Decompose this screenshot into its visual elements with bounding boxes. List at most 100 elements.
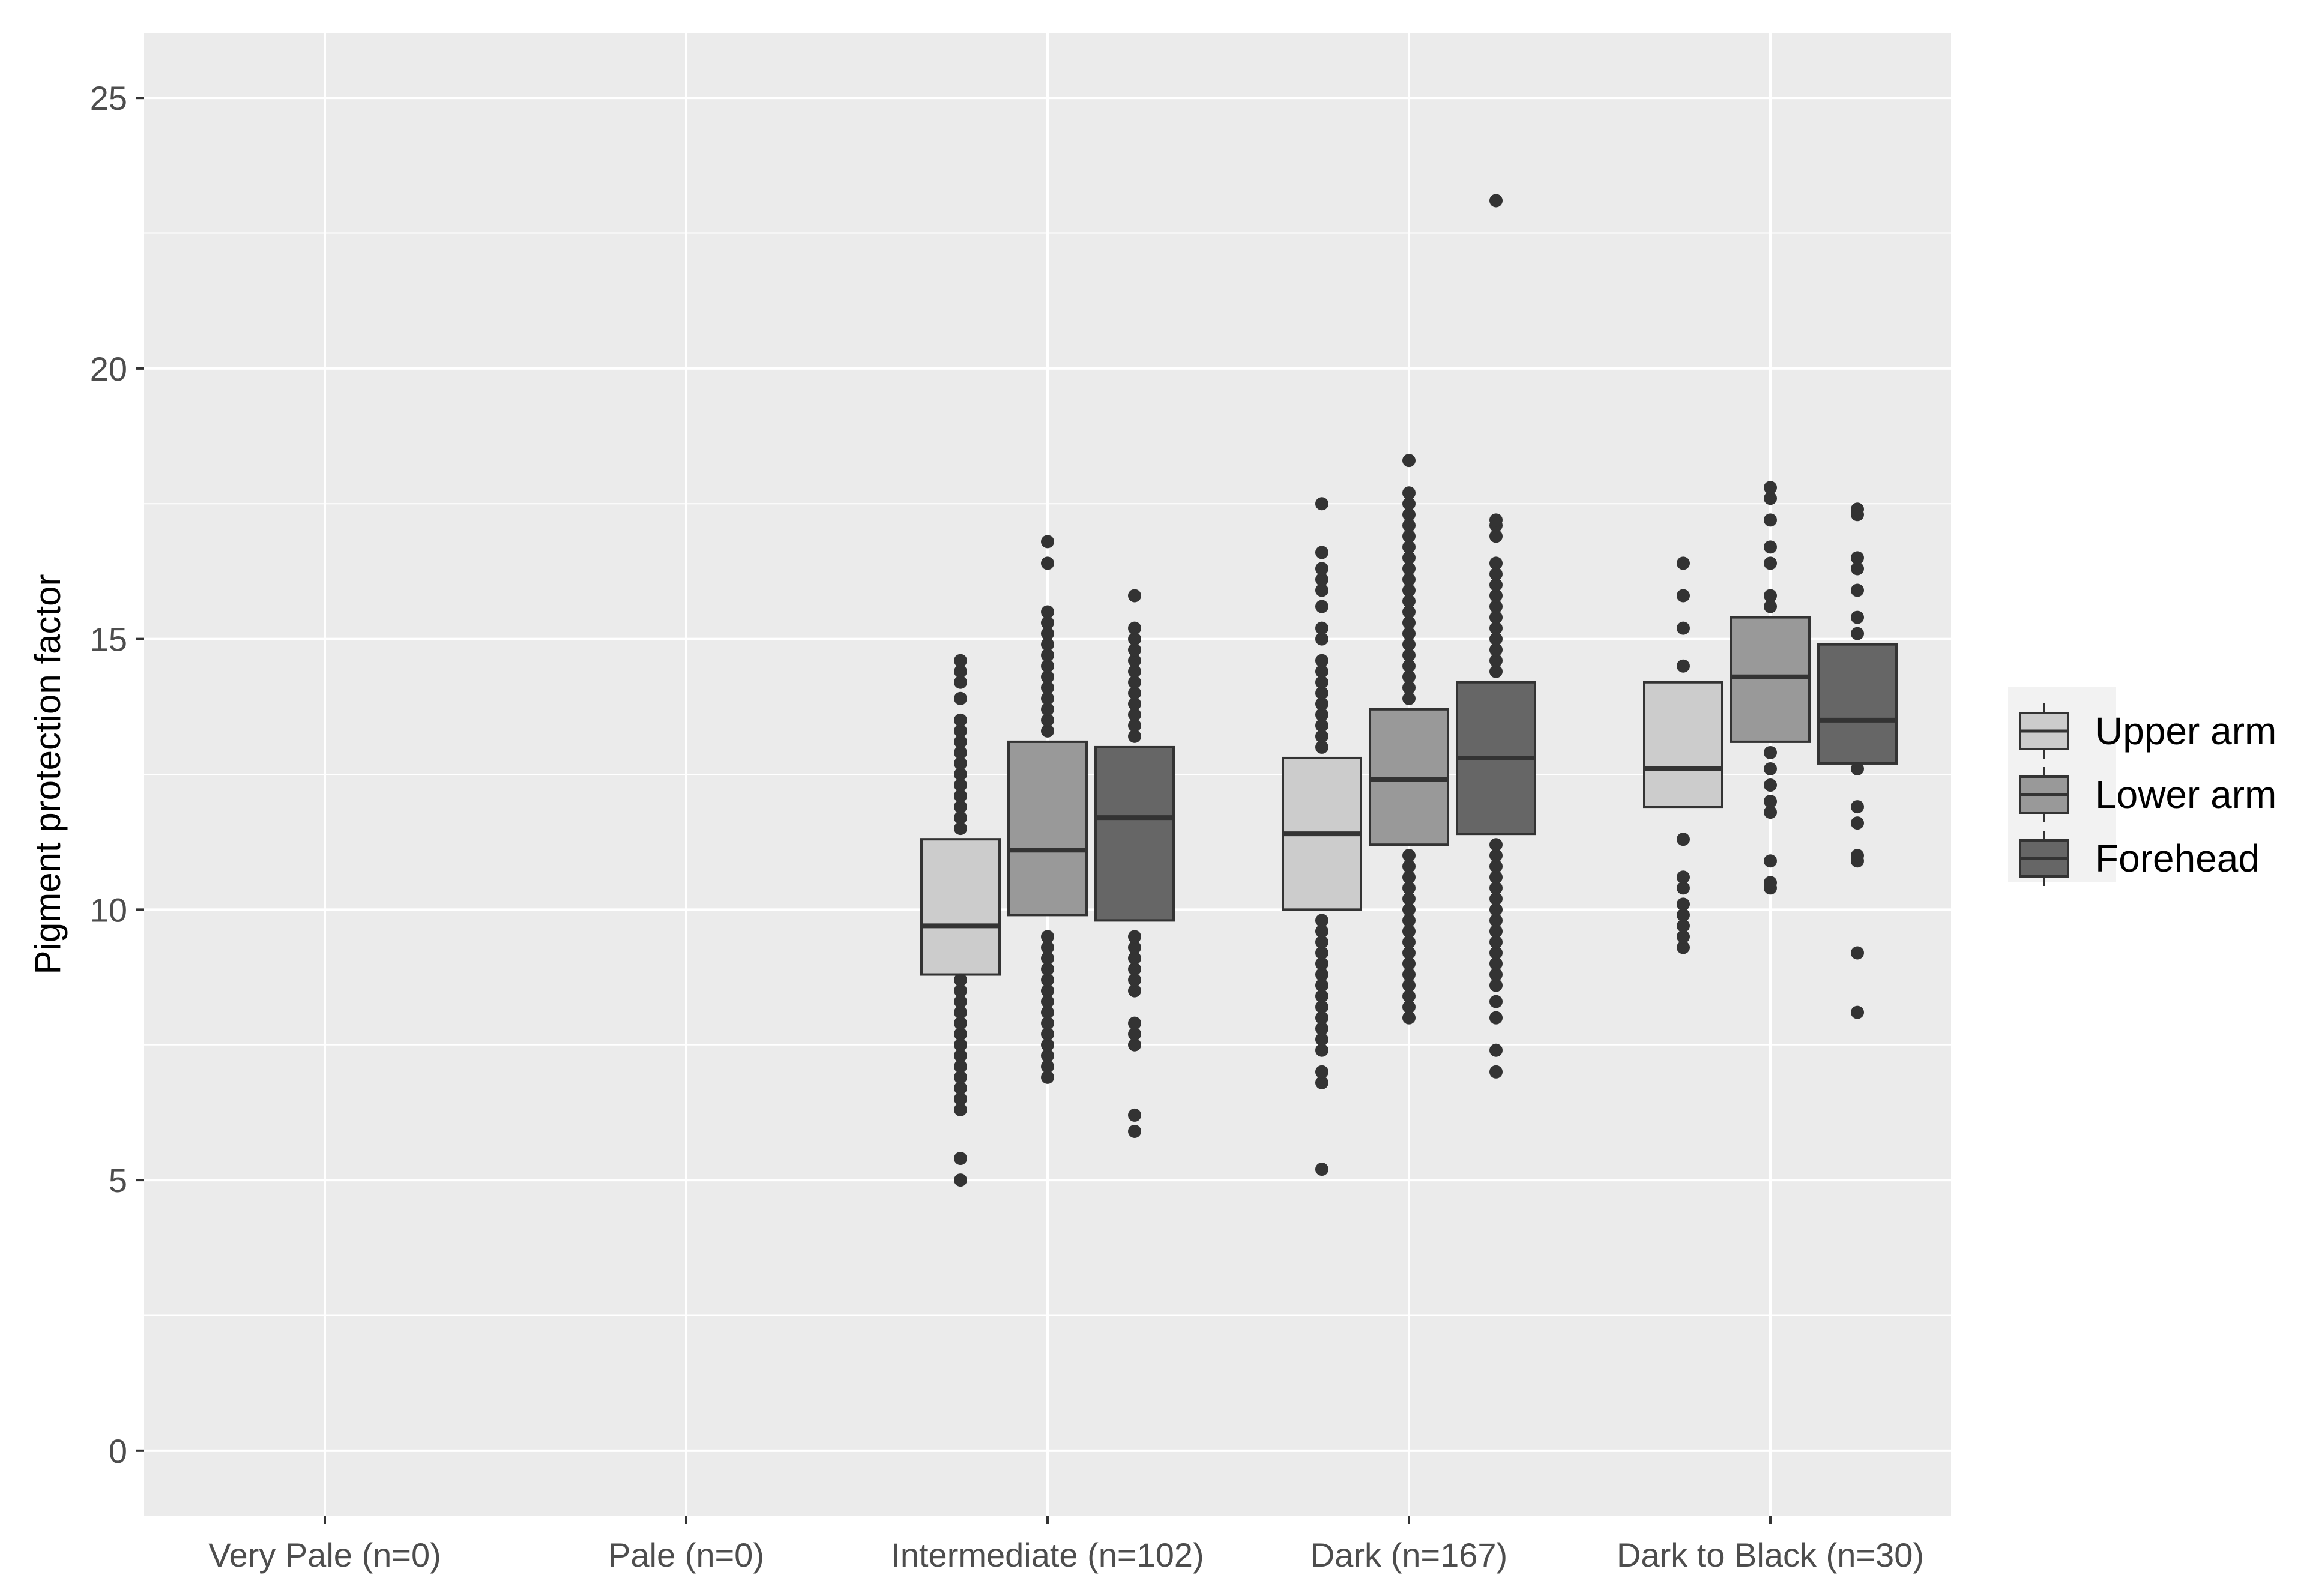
box-plots <box>920 194 1898 1187</box>
x-tick-label: Dark (n=167) <box>1310 1536 1507 1574</box>
outlier-point <box>1128 941 1141 954</box>
legend-label: Upper arm <box>2095 709 2276 753</box>
outlier-point <box>1128 632 1141 646</box>
outlier-point <box>1315 1032 1328 1046</box>
outlier-point <box>1315 686 1328 700</box>
box <box>920 838 1001 976</box>
outlier-point <box>1041 1059 1054 1073</box>
outlier-point <box>1489 610 1503 624</box>
outlier-point <box>1402 670 1416 684</box>
y-tick-label: 20 <box>90 350 127 388</box>
outlier-point <box>1315 1043 1328 1057</box>
x-axis: Very Pale (n=0) Pale (n=0) Intermediate (n… <box>208 1516 1924 1574</box>
outlier-point <box>1128 654 1141 667</box>
y-tick-label: 5 <box>109 1161 127 1199</box>
outlier-point <box>1041 691 1054 705</box>
outlier-point <box>1402 562 1416 576</box>
outlier-point <box>1128 962 1141 976</box>
outlier-point <box>1315 697 1328 711</box>
outlier-point <box>1489 1011 1503 1025</box>
outlier-point <box>1128 697 1141 711</box>
box-group <box>1456 194 1536 1079</box>
outlier-point <box>1041 930 1054 944</box>
legend-label: Lower arm <box>2095 773 2276 816</box>
outlier-point <box>1402 870 1416 884</box>
legend-key <box>2019 767 2069 822</box>
box-group <box>1369 454 1449 1025</box>
box-group <box>1817 502 1898 1019</box>
outlier-point <box>954 984 967 998</box>
outlier-point <box>1315 729 1328 743</box>
outlier-point <box>1764 492 1777 505</box>
outlier-point <box>1041 1070 1054 1084</box>
outlier-point <box>1315 600 1328 613</box>
outlier-point <box>954 1070 967 1084</box>
outlier-point <box>954 1092 967 1106</box>
outlier-point <box>1041 724 1054 738</box>
outlier-point <box>1489 578 1503 592</box>
outlier-point <box>1764 556 1777 570</box>
outlier-point <box>1041 941 1054 954</box>
outlier-point <box>1851 562 1864 576</box>
outlier-point <box>1315 978 1328 992</box>
outlier-point <box>1041 713 1054 727</box>
legend-key <box>2019 831 2069 886</box>
outlier-point <box>1851 610 1864 624</box>
outlier-point <box>1128 643 1141 657</box>
box <box>1094 745 1175 922</box>
outlier-point <box>1041 681 1054 694</box>
outlier-point <box>1315 914 1328 927</box>
outlier-point <box>1489 194 1503 208</box>
outlier-point <box>1315 718 1328 732</box>
outlier-point <box>954 768 967 781</box>
outlier-point <box>954 1103 967 1116</box>
outlier-point <box>1315 632 1328 646</box>
outlier-point <box>1128 1016 1141 1030</box>
outlier-point <box>1315 664 1328 678</box>
outlier-point <box>1315 935 1328 949</box>
outlier-point <box>1489 946 1503 960</box>
outlier-point <box>1489 1065 1503 1079</box>
outlier-point <box>1315 957 1328 971</box>
outlier-point <box>1128 951 1141 965</box>
outlier-point <box>954 724 967 738</box>
outlier-point <box>1402 681 1416 694</box>
outlier-point <box>1677 556 1690 570</box>
outlier-point <box>954 778 967 792</box>
outlier-point <box>1041 648 1054 662</box>
outlier-point <box>1489 643 1503 657</box>
outlier-point <box>1489 849 1503 863</box>
outlier-point <box>1489 664 1503 678</box>
outlier-point <box>1489 838 1503 852</box>
outlier-point <box>1489 589 1503 603</box>
outlier-point <box>1128 675 1141 689</box>
y-axis: 0 5 10 15 20 25 <box>90 79 144 1470</box>
outlier-point <box>1402 529 1416 543</box>
outlier-point <box>1041 627 1054 640</box>
outlier-point <box>1315 1000 1328 1014</box>
outlier-point <box>1677 897 1690 911</box>
outlier-point <box>954 756 967 770</box>
outlier-point <box>1677 919 1690 933</box>
outlier-point <box>1402 616 1416 630</box>
outlier-point <box>1402 946 1416 960</box>
outlier-point <box>1489 892 1503 906</box>
outlier-point <box>1489 957 1503 971</box>
outlier-point <box>1402 627 1416 640</box>
outlier-point <box>1041 616 1054 630</box>
outlier-point <box>1128 984 1141 998</box>
outlier-point <box>1851 583 1864 597</box>
outlier-point <box>1041 1016 1054 1030</box>
outlier-point <box>954 1081 967 1095</box>
outlier-point <box>1315 708 1328 721</box>
x-tick-label: Very Pale (n=0) <box>208 1536 441 1574</box>
box-group <box>1643 556 1723 954</box>
outlier-point <box>1315 562 1328 576</box>
outlier-point <box>1489 914 1503 927</box>
outlier-point <box>1402 573 1416 586</box>
outlier-point <box>1489 654 1503 667</box>
outlier-point <box>1041 535 1054 549</box>
outlier-point <box>1851 551 1864 565</box>
box-group <box>1007 535 1088 1084</box>
